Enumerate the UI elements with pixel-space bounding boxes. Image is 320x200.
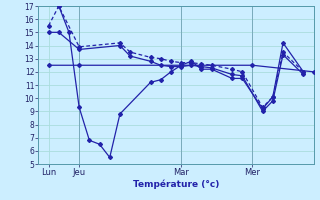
X-axis label: Température (°c): Température (°c)	[133, 180, 219, 189]
